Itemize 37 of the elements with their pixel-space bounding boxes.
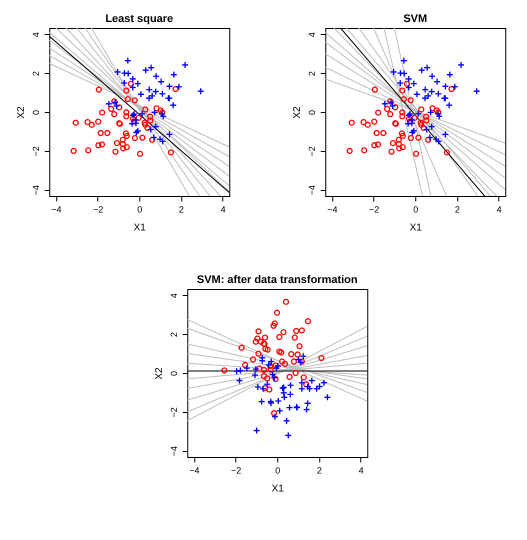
x-tick-label: 4: [220, 204, 226, 214]
y-tick-label: −2: [168, 407, 179, 418]
chart-title: SVM: [403, 13, 428, 25]
y-tick-label: 0: [168, 370, 179, 376]
x-axis-title: X1: [272, 484, 284, 494]
y-tick-label: 4: [306, 32, 317, 38]
y-tick-label: −4: [30, 185, 41, 196]
y-axis-title: X2: [16, 106, 27, 119]
y-tick-label: 0: [30, 110, 41, 116]
x-tick-label: 0: [137, 204, 142, 214]
y-tick-label: 0: [306, 110, 317, 116]
x-tick-label: −4: [51, 204, 62, 214]
y-tick-label: 4: [168, 293, 179, 298]
y-tick-label: −4: [168, 446, 179, 456]
y-tick-label: 2: [168, 332, 179, 338]
chart-title: SVM: after data transformation: [196, 274, 358, 286]
x-tick-label: −2: [368, 204, 380, 214]
y-axis-title: X2: [292, 106, 303, 119]
x-axis-title: X1: [410, 222, 422, 234]
x-tick-label: 0: [275, 466, 280, 476]
x-tick-label: −2: [230, 466, 242, 476]
y-tick-label: 2: [30, 71, 41, 76]
x-tick-label: 4: [358, 466, 364, 476]
y-tick-label: −2: [306, 146, 317, 157]
y-tick-label: −4: [306, 185, 317, 196]
x-tick-label: −2: [92, 204, 104, 214]
y-tick-label: 2: [306, 71, 317, 76]
x-tick-label: 4: [496, 204, 502, 214]
chart-title: Least square: [105, 13, 174, 25]
x-tick-label: 2: [454, 204, 460, 214]
y-axis-title: X2: [154, 366, 165, 380]
y-tick-label: 4: [30, 32, 41, 38]
x-axis-title: X1: [134, 222, 146, 234]
x-tick-label: −4: [327, 204, 338, 214]
y-tick-label: −2: [30, 146, 41, 157]
x-tick-label: −4: [189, 466, 200, 476]
x-tick-label: 0: [413, 204, 418, 214]
